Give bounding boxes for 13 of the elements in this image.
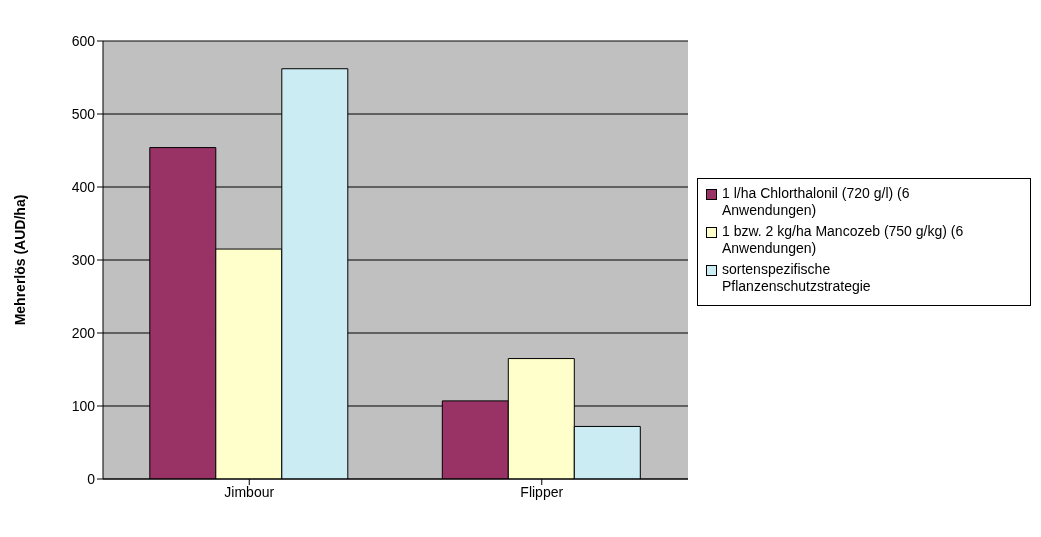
y-tick-label: 400 <box>71 178 96 195</box>
y-axis-title: Mehrerlös (AUD/ha) <box>11 194 28 326</box>
y-tick-label: 500 <box>71 105 96 122</box>
legend-label: sortenspezifische Pflanzenschutzstrategie <box>722 261 872 295</box>
y-tick-label: 200 <box>71 324 96 341</box>
legend-label: 1 bzw. 2 kg/ha Mancozeb (750 g/kg) (6 Anwendungen) <box>722 223 965 257</box>
x-tick-label: Jimbour <box>224 483 275 500</box>
y-tick-label: 600 <box>71 32 96 49</box>
y-tick-label: 0 <box>87 470 96 487</box>
y-tick-label: 100 <box>71 397 96 414</box>
x-tick-label: Flipper <box>520 483 564 500</box>
y-tick-label: 300 <box>71 251 96 268</box>
legend-label: 1 l/ha Chlorthalonil (720 g/l) (6 Anwendungen) <box>722 185 911 219</box>
